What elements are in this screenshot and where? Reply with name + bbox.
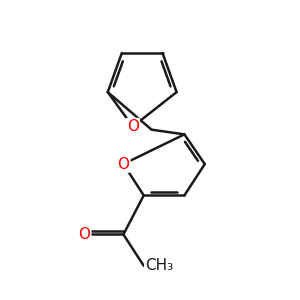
Text: CH₃: CH₃: [145, 258, 173, 273]
Text: O: O: [117, 157, 129, 172]
Text: O: O: [78, 227, 90, 242]
Text: O: O: [127, 119, 139, 134]
